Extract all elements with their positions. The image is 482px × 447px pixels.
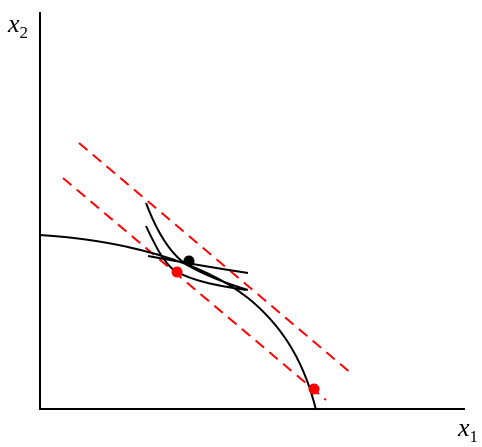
x-axis-label-letter: x: [457, 413, 470, 442]
x-axis-label-subscript: 1: [470, 427, 479, 446]
red-consumption-point: [171, 266, 183, 278]
y-axis-label-subscript: 2: [20, 23, 29, 42]
upper-budget-line: [78, 142, 353, 375]
black-equilibrium-point: [183, 255, 195, 267]
y-axis-label-letter: x: [7, 9, 20, 38]
y-axis-label: x2: [7, 9, 28, 42]
lower-budget-line: [62, 177, 327, 401]
indifference-line-at-black-point: [147, 255, 249, 274]
axes-lines: [39, 12, 465, 410]
upper-indifference-curve: [145, 202, 249, 291]
red-production-point: [308, 383, 320, 395]
production-frontier-curve: [39, 234, 317, 411]
x-axis-label: x1: [457, 413, 478, 446]
